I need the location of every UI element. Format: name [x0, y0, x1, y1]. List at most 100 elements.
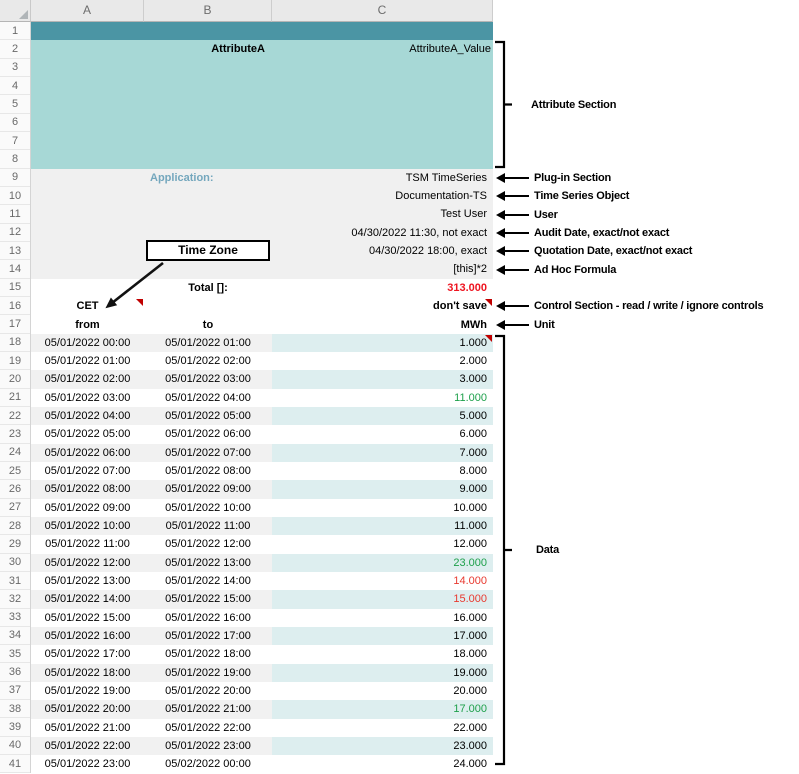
cell-value[interactable]: 3.000	[272, 370, 493, 389]
cell-from[interactable]: 05/01/2022 07:00	[44, 465, 131, 478]
select-all-corner[interactable]	[0, 0, 31, 22]
row-number[interactable]: 22	[0, 407, 30, 426]
cell-value[interactable]: 14.000	[453, 575, 487, 588]
column-header-a[interactable]: A	[31, 0, 144, 22]
cell-value[interactable]: 6.000	[459, 428, 487, 441]
cell-to[interactable]: 05/01/2022 02:00	[165, 355, 251, 368]
cell-value[interactable]: 24.000	[453, 758, 487, 771]
header-band[interactable]	[31, 22, 493, 41]
row-number[interactable]: 12	[0, 224, 30, 242]
row-number[interactable]: 2	[0, 40, 30, 59]
cell-user[interactable]: Test User	[440, 208, 487, 221]
cell-value[interactable]: 23.000	[272, 553, 493, 573]
cell-value[interactable]: 19.000	[272, 663, 493, 683]
cell-from[interactable]: 05/01/2022 19:00	[44, 685, 131, 698]
cell-value[interactable]: 9.000	[272, 480, 493, 499]
cell-value[interactable]: 2.000	[459, 355, 487, 368]
cell-from[interactable]: 05/01/2022 13:00	[44, 575, 131, 588]
cell-to[interactable]: 05/01/2022 03:00	[144, 370, 272, 389]
row-number[interactable]: 27	[0, 499, 30, 517]
cell-from[interactable]: 05/01/2022 03:00	[44, 391, 131, 404]
cell-from[interactable]: 05/01/2022 15:00	[44, 611, 131, 624]
row-number[interactable]: 33	[0, 609, 30, 627]
cell-from[interactable]: 05/01/2022 10:00	[31, 517, 144, 536]
row-number[interactable]: 25	[0, 462, 30, 481]
cell-from[interactable]: 05/01/2022 02:00	[31, 370, 144, 389]
row-number[interactable]: 17	[0, 315, 30, 334]
cell-value[interactable]: 15.000	[272, 590, 493, 609]
cell-to[interactable]: 05/02/2022 00:00	[165, 758, 251, 771]
row-number[interactable]: 37	[0, 682, 30, 701]
comment-marker-icon[interactable]	[136, 299, 143, 306]
cell-to[interactable]: 05/01/2022 13:00	[144, 553, 272, 573]
cell-from[interactable]: 05/01/2022 12:00	[31, 553, 144, 573]
row-number[interactable]: 36	[0, 663, 30, 682]
cell-from[interactable]: 05/01/2022 23:00	[44, 758, 131, 771]
row-number[interactable]: 20	[0, 370, 30, 389]
row-number[interactable]: 6	[0, 114, 30, 132]
cell-value[interactable]: 5.000	[272, 407, 493, 426]
cell-to[interactable]: 05/01/2022 16:00	[165, 611, 251, 624]
cell-attribute-name[interactable]: AttributeA	[211, 43, 265, 56]
row-number[interactable]: 19	[0, 352, 30, 371]
cell-time-zone[interactable]: CET	[76, 300, 99, 313]
row-number[interactable]: 38	[0, 700, 30, 719]
cell-from[interactable]: 05/01/2022 04:00	[31, 407, 144, 426]
cell-to[interactable]: 05/01/2022 18:00	[165, 648, 251, 661]
cell-value[interactable]: 18.000	[453, 648, 487, 661]
row-number[interactable]: 14	[0, 260, 30, 279]
cell-save-mode[interactable]: don't save	[433, 300, 487, 313]
cell-unit[interactable]: MWh	[460, 318, 487, 331]
row-number[interactable]: 16	[0, 297, 30, 316]
cell-to[interactable]: 05/01/2022 10:00	[165, 501, 251, 514]
cell-value[interactable]: 11.000	[272, 517, 493, 536]
cell-to[interactable]: 05/01/2022 23:00	[144, 737, 272, 756]
row-number[interactable]: 13	[0, 242, 30, 261]
row-number[interactable]: 35	[0, 645, 30, 664]
cell-from[interactable]: 05/01/2022 16:00	[31, 627, 144, 646]
cell-value[interactable]: 20.000	[453, 685, 487, 698]
cell-value[interactable]: 1.000	[272, 333, 493, 353]
row-number[interactable]: 26	[0, 480, 30, 499]
cell-total-value[interactable]: 313.000	[447, 281, 487, 294]
cell-value[interactable]: 12.000	[453, 538, 487, 551]
column-header-b[interactable]: B	[144, 0, 272, 22]
cell-to[interactable]: 05/01/2022 19:00	[144, 663, 272, 683]
row-number[interactable]: 15	[0, 279, 30, 297]
cell-time-series-object[interactable]: Documentation-TS	[395, 190, 487, 203]
cell-to[interactable]: 05/01/2022 22:00	[165, 721, 251, 734]
cell-value[interactable]: 17.000	[272, 627, 493, 646]
row-number[interactable]: 9	[0, 169, 30, 187]
cell-value[interactable]: 16.000	[453, 611, 487, 624]
cell-value[interactable]: 10.000	[453, 501, 487, 514]
cell-audit-date[interactable]: 04/30/2022 11:30, not exact	[351, 226, 487, 239]
row-number[interactable]: 23	[0, 425, 30, 444]
row-number[interactable]: 39	[0, 718, 30, 737]
cell-to[interactable]: 05/01/2022 08:00	[165, 465, 251, 478]
row-number[interactable]: 28	[0, 517, 30, 536]
cell-application-label[interactable]: Application:	[150, 171, 214, 184]
row-number[interactable]: 24	[0, 444, 30, 462]
cell-to[interactable]: 05/01/2022 11:00	[144, 517, 272, 536]
comment-marker-icon[interactable]	[485, 299, 492, 306]
cell-from[interactable]: 05/01/2022 17:00	[44, 648, 131, 661]
cell-from-header[interactable]: from	[75, 318, 100, 331]
cell-from[interactable]: 05/01/2022 09:00	[44, 501, 131, 514]
row-number[interactable]: 41	[0, 755, 30, 774]
row-number[interactable]: 10	[0, 187, 30, 206]
row-number[interactable]: 3	[0, 59, 30, 77]
cell-to[interactable]: 05/01/2022 09:00	[144, 480, 272, 499]
cell-to[interactable]: 05/01/2022 14:00	[165, 575, 251, 588]
cell-value[interactable]: 8.000	[459, 465, 487, 478]
cell-value[interactable]: 23.000	[272, 737, 493, 756]
cell-to[interactable]: 05/01/2022 07:00	[144, 443, 272, 463]
cell-to[interactable]: 05/01/2022 21:00	[144, 700, 272, 719]
row-number[interactable]: 40	[0, 737, 30, 756]
cell-ad-hoc-formula[interactable]: [this]*2	[453, 263, 487, 276]
cell-quotation-date[interactable]: 04/30/2022 18:00, exact	[368, 245, 487, 258]
cell-value[interactable]: 22.000	[453, 721, 487, 734]
cell-from[interactable]: 05/01/2022 21:00	[44, 721, 131, 734]
cell-to[interactable]: 05/01/2022 01:00	[144, 333, 272, 353]
cell-from[interactable]: 05/01/2022 05:00	[44, 428, 131, 441]
row-number[interactable]: 30	[0, 554, 30, 572]
